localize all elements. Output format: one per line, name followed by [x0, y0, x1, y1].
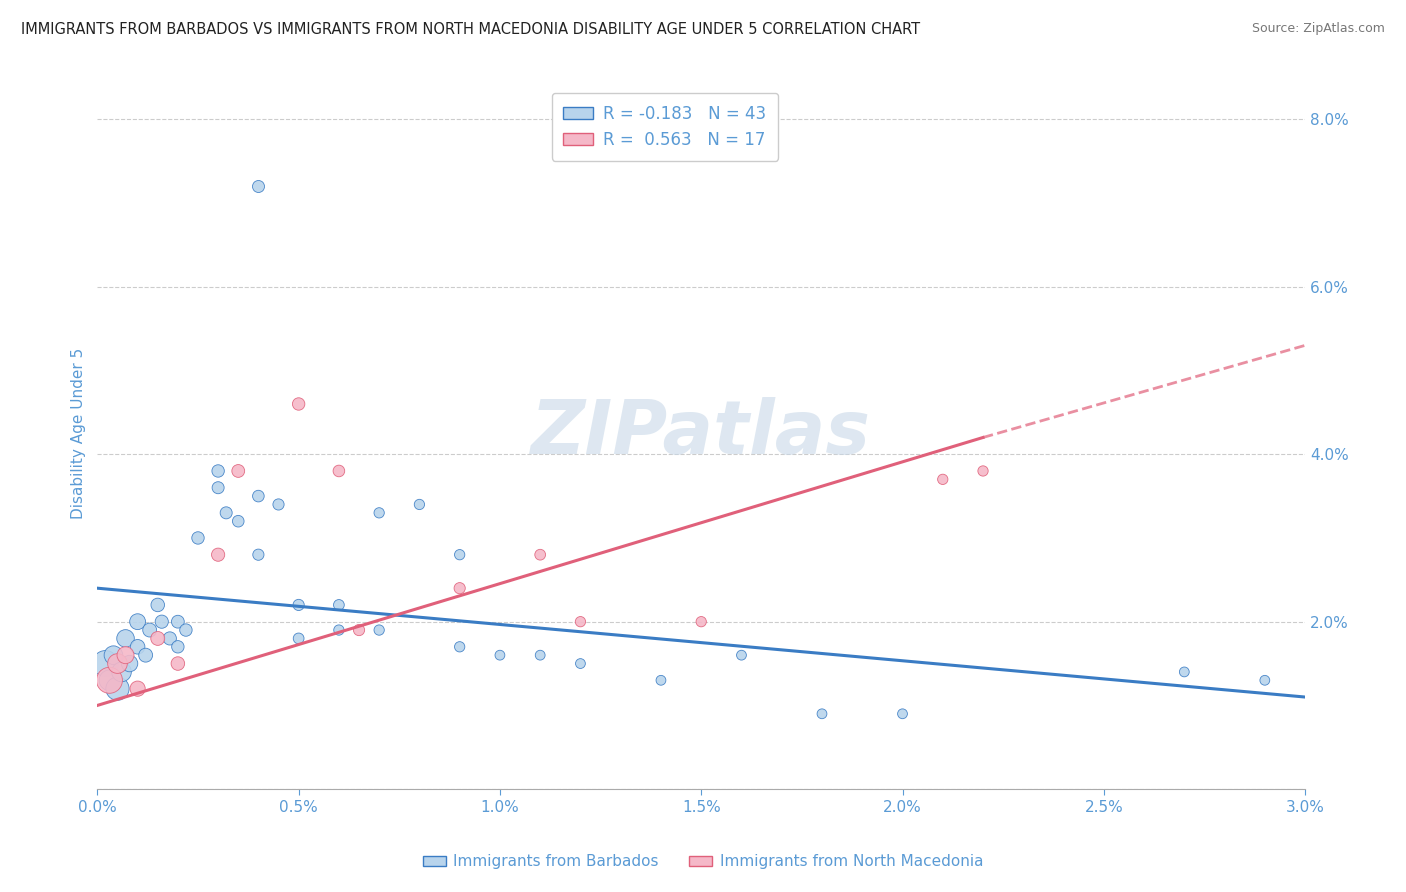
Point: [247, 489, 270, 503]
Point: [118, 657, 141, 671]
Point: [215, 506, 238, 520]
Legend: R = -0.183   N = 43, R =  0.563   N = 17: R = -0.183 N = 43, R = 0.563 N = 17: [551, 93, 778, 161]
Point: [328, 598, 350, 612]
Point: [932, 472, 955, 486]
Legend: Immigrants from Barbados, Immigrants from North Macedonia: Immigrants from Barbados, Immigrants fro…: [416, 848, 990, 875]
Point: [146, 632, 169, 646]
Point: [449, 581, 471, 595]
Point: [529, 548, 551, 562]
Point: [1173, 665, 1195, 679]
Point: [972, 464, 994, 478]
Point: [107, 657, 129, 671]
Point: [247, 179, 270, 194]
Point: [368, 623, 391, 637]
Text: ZIPatlas: ZIPatlas: [531, 397, 872, 470]
Point: [650, 673, 672, 688]
Point: [207, 464, 229, 478]
Point: [135, 648, 157, 663]
Point: [449, 640, 471, 654]
Point: [449, 548, 471, 562]
Point: [690, 615, 713, 629]
Point: [174, 623, 197, 637]
Point: [287, 632, 309, 646]
Point: [489, 648, 512, 663]
Y-axis label: Disability Age Under 5: Disability Age Under 5: [72, 348, 86, 519]
Point: [167, 657, 190, 671]
Point: [114, 648, 136, 663]
Point: [103, 648, 125, 663]
Point: [138, 623, 160, 637]
Point: [1254, 673, 1277, 688]
Point: [408, 498, 430, 512]
Point: [94, 657, 117, 671]
Point: [328, 464, 350, 478]
Point: [287, 397, 309, 411]
Point: [110, 665, 132, 679]
Point: [207, 481, 229, 495]
Point: [167, 615, 190, 629]
Point: [187, 531, 209, 545]
Point: [146, 598, 169, 612]
Point: [107, 681, 129, 696]
Point: [328, 623, 350, 637]
Point: [98, 673, 121, 688]
Point: [267, 498, 290, 512]
Point: [891, 706, 914, 721]
Point: [226, 514, 249, 528]
Point: [347, 623, 370, 637]
Point: [287, 598, 309, 612]
Point: [811, 706, 834, 721]
Point: [98, 673, 121, 688]
Point: [569, 615, 592, 629]
Text: Source: ZipAtlas.com: Source: ZipAtlas.com: [1251, 22, 1385, 36]
Point: [207, 548, 229, 562]
Point: [150, 615, 173, 629]
Point: [127, 681, 149, 696]
Point: [226, 464, 249, 478]
Point: [127, 640, 149, 654]
Text: IMMIGRANTS FROM BARBADOS VS IMMIGRANTS FROM NORTH MACEDONIA DISABILITY AGE UNDER: IMMIGRANTS FROM BARBADOS VS IMMIGRANTS F…: [21, 22, 920, 37]
Point: [127, 615, 149, 629]
Point: [368, 506, 391, 520]
Point: [159, 632, 181, 646]
Point: [730, 648, 752, 663]
Point: [167, 640, 190, 654]
Point: [529, 648, 551, 663]
Point: [569, 657, 592, 671]
Point: [247, 548, 270, 562]
Point: [114, 632, 136, 646]
